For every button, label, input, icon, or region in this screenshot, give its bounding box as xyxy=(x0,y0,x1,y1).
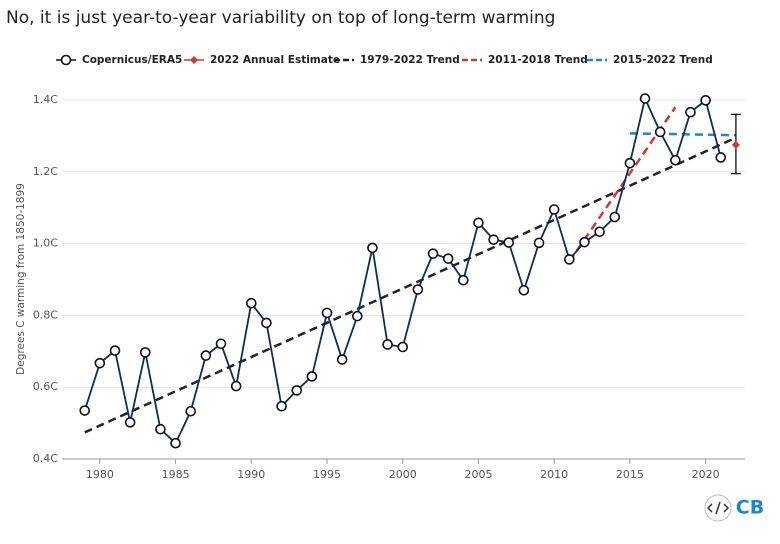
data-point xyxy=(548,204,560,215)
data-point xyxy=(427,248,439,259)
data-point xyxy=(336,354,348,365)
data-point xyxy=(624,157,636,169)
data-point xyxy=(367,242,378,254)
data-point xyxy=(715,152,727,163)
data-point xyxy=(291,385,303,396)
legend-label: 2022 Annual Estimate xyxy=(210,54,340,66)
y-tick-label: 1.2C xyxy=(33,165,58,178)
chart-title: No, it is just year-to-year variability … xyxy=(6,8,555,28)
data-point xyxy=(276,400,287,412)
x-tick-label: 2000 xyxy=(389,468,417,481)
data-point xyxy=(639,93,651,104)
data-point xyxy=(503,237,515,248)
data-point xyxy=(215,338,227,350)
y-axis-label: Degrees C warming from 1850-1899 xyxy=(15,183,27,375)
data-point xyxy=(124,417,136,428)
data-point xyxy=(185,405,197,417)
data-point xyxy=(533,237,545,249)
data-point xyxy=(94,357,106,369)
data-point xyxy=(473,217,484,229)
data-point xyxy=(139,347,151,358)
data-point xyxy=(170,437,181,449)
x-tick-label: 2005 xyxy=(464,468,492,481)
data-point xyxy=(109,345,121,356)
y-tick-label: 0.8C xyxy=(33,308,58,321)
data-point xyxy=(306,371,318,382)
x-tick-label: 2015 xyxy=(616,468,644,481)
data-point xyxy=(412,284,424,295)
data-point xyxy=(246,297,257,309)
data-point xyxy=(261,317,272,329)
legend-label: 2015-2022 Trend xyxy=(613,54,713,66)
estimate-point xyxy=(731,140,740,149)
data-point xyxy=(321,307,333,319)
x-tick-label: 2010 xyxy=(540,468,568,481)
legend-label: Copernicus/ERA5 xyxy=(82,54,182,66)
data-point xyxy=(670,155,681,166)
data-point xyxy=(700,95,711,106)
x-tick-label: 1990 xyxy=(237,468,265,481)
legend-swatch xyxy=(190,56,198,64)
data-point xyxy=(488,234,499,245)
data-point xyxy=(654,126,666,138)
code-icon xyxy=(704,494,732,522)
x-tick-label: 1985 xyxy=(162,468,190,481)
data-point xyxy=(685,106,696,118)
legend-label: 1979-2022 Trend xyxy=(360,54,460,66)
data-point xyxy=(200,350,212,361)
x-tick-label: 2020 xyxy=(692,468,720,481)
trend-line xyxy=(84,136,737,434)
data-point xyxy=(458,274,469,286)
data-line xyxy=(83,95,722,445)
x-tick-label: 1980 xyxy=(86,468,114,481)
data-point xyxy=(382,339,393,350)
logo: CB xyxy=(736,497,764,519)
data-point xyxy=(79,405,91,416)
data-point xyxy=(564,254,575,265)
data-point xyxy=(352,310,363,322)
x-tick-label: 1995 xyxy=(313,468,341,481)
legend-swatch xyxy=(60,54,72,66)
data-point xyxy=(518,284,530,296)
data-point xyxy=(594,226,605,238)
y-tick-label: 1.4C xyxy=(33,93,58,106)
data-point xyxy=(397,341,409,353)
y-tick-label: 0.6C xyxy=(33,380,58,393)
data-point xyxy=(230,380,242,392)
data-point xyxy=(155,423,166,435)
y-tick-label: 1.0C xyxy=(33,237,58,250)
legend-label: 2011-2018 Trend xyxy=(488,54,588,66)
data-point xyxy=(579,236,590,248)
data-point xyxy=(609,211,621,223)
data-point xyxy=(442,253,454,264)
y-tick-label: 0.4C xyxy=(33,452,58,465)
